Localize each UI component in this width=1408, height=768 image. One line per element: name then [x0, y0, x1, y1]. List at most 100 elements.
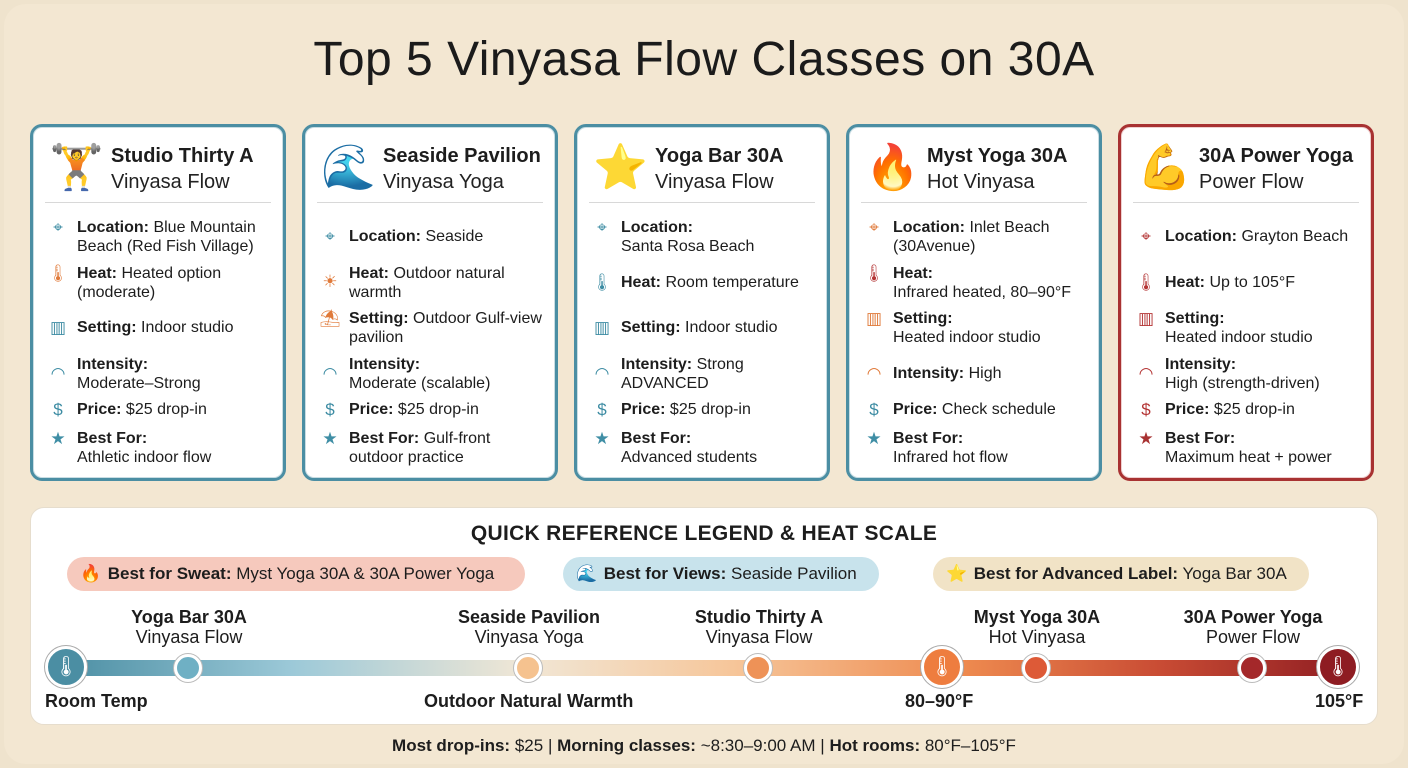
- pill-value: Seaside Pavilion: [730, 564, 857, 583]
- star-icon: ⭐: [946, 564, 968, 583]
- footer-value: $25: [514, 736, 544, 755]
- setting-value: Outdoor Gulf-view pavilion: [349, 310, 542, 346]
- divider: |: [547, 736, 553, 755]
- thermometer-icon: 🌡: [863, 264, 885, 283]
- intensity-label: Intensity:: [349, 356, 421, 373]
- star-icon: ★: [594, 429, 610, 448]
- location-value: Santa Rosa Beach: [621, 238, 755, 255]
- scale-dot-studio-thirty-a: [744, 654, 772, 682]
- scale-mark-style: Vinyasa Flow: [135, 627, 243, 647]
- location-value: Grayton Beach: [1241, 228, 1349, 245]
- price-value: $25 drop-in: [125, 401, 207, 418]
- wave-icon: 🌊: [321, 143, 376, 192]
- setting-value: Heated indoor studio: [1165, 329, 1313, 346]
- footer-summary: Most drop-ins: $25 | Morning classes: ~8…: [0, 736, 1408, 756]
- heat-label: Heat:: [1165, 274, 1206, 291]
- setting-label: Setting:: [349, 310, 409, 327]
- building-icon: ▥: [1137, 309, 1155, 328]
- intensity-label: Intensity:: [621, 356, 693, 373]
- scale-mark-style: Power Flow: [1205, 627, 1301, 647]
- weightlifter-icon: 🏋: [49, 143, 104, 192]
- scale-dot-seaside: [514, 654, 542, 682]
- price-label: Price:: [621, 401, 666, 418]
- thermometer-mid-icon: 🌡: [921, 646, 963, 688]
- building-icon: ▥: [865, 309, 883, 328]
- setting-value: Indoor studio: [685, 319, 778, 336]
- setting-value: Heated indoor studio: [893, 329, 1041, 346]
- card-myst-yoga-30a: 🔥 Myst Yoga 30A Hot Vinyasa ⌖ Location: …: [846, 124, 1102, 481]
- card-header: 💪 30A Power Yoga Power Flow: [1133, 141, 1359, 203]
- price-label: Price:: [349, 401, 394, 418]
- pill-best-for-sweat: 🔥 Best for Sweat: Myst Yoga 30A & 30A Po…: [67, 557, 525, 591]
- gauge-icon: ◠: [50, 364, 66, 383]
- best-for-label: Best For:: [77, 430, 148, 447]
- card-yoga-bar-30a: ⭐ Yoga Bar 30A Vinyasa Flow ⌖ Location: S…: [574, 124, 830, 481]
- scale-label-80-90: 80–90°F: [905, 691, 974, 711]
- pill-value: Yoga Bar 30A: [1182, 564, 1287, 583]
- card-30a-power-yoga: 💪 30A Power Yoga Power Flow ⌖ Location: …: [1118, 124, 1374, 481]
- star-icon: ★: [1138, 429, 1154, 448]
- pill-best-for-views: 🌊 Best for Views: Seaside Pavilion: [563, 557, 879, 591]
- card-header: ⭐ Yoga Bar 30A Vinyasa Flow: [589, 141, 815, 203]
- pill-label: Best for Views:: [603, 564, 727, 583]
- setting-label: Setting:: [621, 319, 681, 336]
- scale-dot-power-yoga: [1238, 654, 1266, 682]
- location-pin-icon: ⌖: [325, 227, 335, 246]
- setting-value: Indoor studio: [141, 319, 234, 336]
- pill-label: Best for Advanced Label:: [973, 564, 1179, 583]
- card-studio-thirty-a: 🏋 Studio Thirty A Vinyasa Flow ⌖ Locatio…: [30, 124, 286, 481]
- footer-value: 80°F–105°F: [924, 736, 1016, 755]
- heat-value: Heated option (moderate): [77, 265, 222, 301]
- best-for-value: Infrared hot flow: [893, 449, 1008, 466]
- best-for-value: Advanced students: [621, 449, 758, 466]
- gauge-icon: ◠: [322, 364, 338, 383]
- intensity-value: High: [968, 365, 1002, 382]
- heat-label: Heat:: [893, 265, 934, 282]
- footer-value: ~8:30–9:00 AM: [700, 736, 816, 755]
- scale-mark-style: Vinyasa Flow: [705, 627, 813, 647]
- scale-dot-yoga-bar: [174, 654, 202, 682]
- legend-title: QUICK REFERENCE LEGEND & HEAT SCALE: [470, 522, 938, 545]
- card-style: Power Flow: [1199, 171, 1304, 193]
- scale-mark-style: Hot Vinyasa: [988, 627, 1086, 647]
- heat-value: Room temperature: [665, 274, 799, 291]
- dollar-icon: $: [869, 400, 879, 419]
- scale-mark-name: Studio Thirty A: [694, 607, 824, 627]
- price-value: $25 drop-in: [1213, 401, 1295, 418]
- scale-mark-label: Myst Yoga 30A Hot Vinyasa: [927, 607, 1147, 647]
- card-header: 🔥 Myst Yoga 30A Hot Vinyasa: [861, 141, 1087, 203]
- dollar-icon: $: [53, 400, 63, 419]
- sun-icon: ☀: [322, 272, 338, 291]
- umbrella-icon: ⛱: [319, 309, 341, 328]
- page-title: Top 5 Vinyasa Flow Classes on 30A: [313, 33, 1095, 86]
- intensity-value: Moderate–Strong: [77, 375, 201, 392]
- heat-label: Heat:: [621, 274, 662, 291]
- divider: |: [820, 736, 825, 755]
- footer-label: Hot rooms:: [829, 736, 921, 755]
- thermometer-cool-icon: 🌡: [45, 646, 87, 688]
- location-value: Blue Mountain Beach (Red Fish Village): [77, 219, 256, 255]
- card-header: 🌊 Seaside Pavilion Vinyasa Yoga: [317, 141, 543, 203]
- thermometer-icon: 🌡: [47, 264, 69, 283]
- location-value: Inlet Beach (30Avenue): [893, 219, 1050, 255]
- star-icon: ★: [866, 429, 882, 448]
- scale-mark-name: Seaside Pavilion: [457, 607, 601, 627]
- card-name: Studio Thirty A: [111, 145, 254, 167]
- flexed-bicep-icon: 💪: [1137, 143, 1192, 192]
- card-style: Vinyasa Yoga: [383, 171, 504, 193]
- star-icon: ⭐: [593, 143, 648, 192]
- thermometer-icon: 🌡: [591, 273, 613, 292]
- location-label: Location:: [893, 219, 965, 236]
- heat-scale-bar: [59, 660, 1353, 676]
- gauge-icon: ◠: [594, 364, 610, 383]
- heat-value: Up to 105°F: [1209, 274, 1296, 291]
- card-header: 🏋 Studio Thirty A Vinyasa Flow: [45, 141, 271, 203]
- dollar-icon: $: [325, 400, 335, 419]
- best-for-label: Best For:: [349, 430, 420, 447]
- location-label: Location:: [349, 228, 421, 245]
- building-icon: ▥: [49, 318, 67, 337]
- scale-mark-name: Myst Yoga 30A: [973, 607, 1101, 627]
- thermometer-hot-icon: 🌡: [1317, 646, 1359, 688]
- scale-label-105: 105°F: [1315, 691, 1364, 711]
- building-icon: ▥: [593, 318, 611, 337]
